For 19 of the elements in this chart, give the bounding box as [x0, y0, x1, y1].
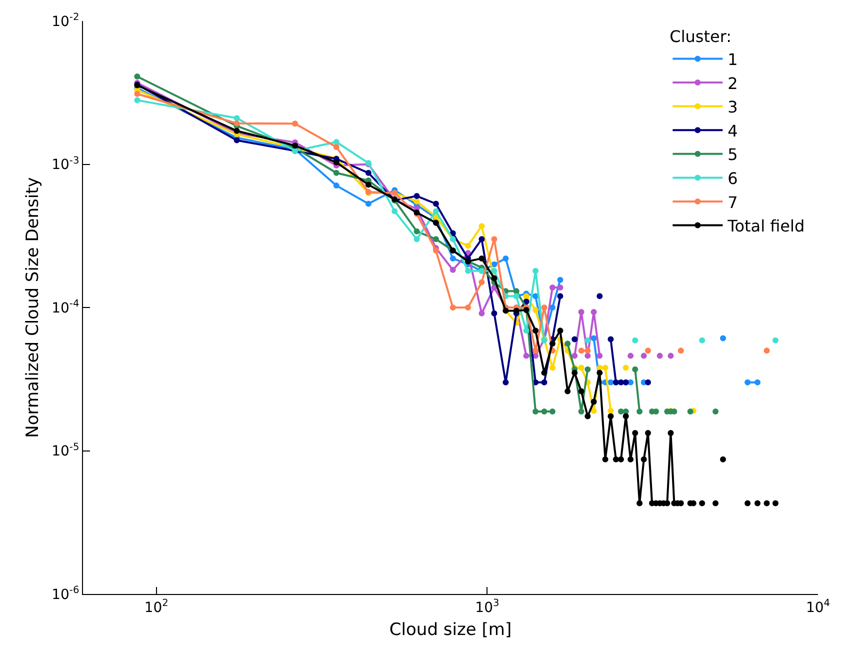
x-tick-label: 10$^{3}$	[475, 598, 500, 616]
legend-label: 3	[728, 98, 738, 117]
y-tick-label: 10$^{-2}$	[52, 12, 80, 30]
y-tick-label: 10$^{-6}$	[52, 585, 80, 603]
legend-label: 1	[728, 50, 738, 69]
legend-label: 6	[728, 168, 738, 188]
legend-label: 5	[728, 145, 738, 164]
legend-label: Total field	[726, 216, 805, 236]
legend-label: 7	[728, 192, 738, 212]
legend-label: 2	[728, 74, 738, 93]
legend-title: Cluster:	[670, 26, 732, 46]
y-tick-label: 10$^{-3}$	[52, 155, 80, 174]
y-axis-title: Normalized Cloud Size Density	[23, 177, 44, 438]
y-tick-label: 10$^{-5}$	[52, 442, 80, 460]
x-axis-title: Cloud size [m]	[389, 620, 512, 640]
y-tick-label: 10$^{-4}$	[52, 298, 80, 316]
x-tick-label: 10$^{2}$	[144, 598, 168, 616]
x-tick-label: 10$^{4}$	[806, 598, 830, 616]
legend-label: 4	[728, 121, 738, 140]
